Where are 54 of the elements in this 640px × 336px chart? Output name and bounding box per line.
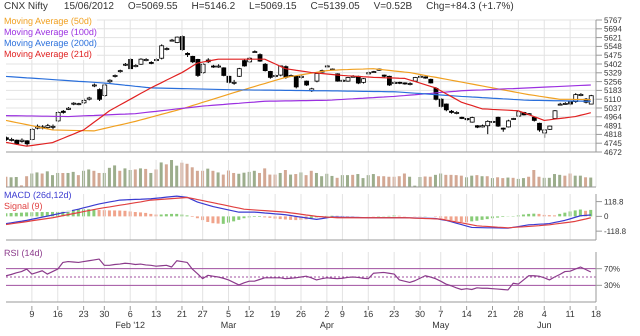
text: Moving Average (21d)	[4, 49, 93, 60]
x-tick-label: 9	[340, 309, 345, 319]
y-tick-label: 4818	[604, 130, 622, 140]
y-tick-label: 5110	[604, 95, 622, 104]
y-tick-label: -118.8	[604, 226, 627, 236]
x-tick-label: 21	[487, 309, 498, 319]
y-tick-label: 4672	[604, 148, 622, 157]
y-tick-label: 5256	[604, 77, 622, 86]
x-tick-label: 4 Jun	[536, 309, 552, 330]
x-tick-label: 6 Feb '12	[115, 309, 146, 330]
y-tick-label: 30%	[604, 281, 620, 290]
series-label: Signal (9)	[4, 201, 44, 212]
x-tick-label: 28	[513, 309, 524, 319]
y-tick-label: 5548	[604, 42, 622, 52]
y-tick-label: 5621	[604, 33, 622, 42]
x-tick-label: 18	[590, 309, 602, 319]
y-tick-label: 5475	[604, 51, 622, 60]
x-tick-label: 14	[462, 309, 472, 319]
series-label: RSI (14d)	[4, 248, 43, 259]
x-tick-label: 9	[29, 309, 34, 319]
x-tick-label: 12	[244, 309, 254, 319]
x-tick-label: 16	[363, 309, 374, 319]
y-tick-label: 5767	[604, 16, 622, 25]
y-tick-label: 4891	[604, 121, 622, 130]
y-tick-label: 4745	[604, 139, 622, 148]
x-tick-label: 26	[296, 309, 306, 319]
text: Moving Average (100d)	[4, 27, 97, 38]
x-tick-label: 21	[176, 309, 187, 319]
chart-subtitle: 15/06/2012 O=5069.55 H=5146.2 L=5069.15 C=5139.05 V=0.52B Chg=+84.3 (+1.7%)	[64, 1, 514, 12]
x-tick-label: 16	[52, 309, 63, 319]
x-tick-label: 11	[565, 309, 575, 319]
x-tick-label: 5 Mar	[220, 309, 236, 330]
x-tick-label: 2 Apr	[320, 309, 334, 330]
y-tick-label: 5694	[604, 24, 622, 34]
series-label: MACD (26d,12d)	[4, 190, 72, 201]
x-tick-label: 30	[99, 309, 110, 319]
text: Moving Average (50d)	[4, 16, 93, 27]
text: Moving Average (200d)	[4, 38, 97, 49]
chart-title: CNX Nifty	[4, 1, 48, 12]
y-tick-label: 5402	[604, 60, 622, 69]
x-tick-label: 13	[151, 309, 162, 319]
x-tick-label: 27	[198, 309, 208, 319]
x-tick-label: 23	[389, 309, 400, 319]
y-tick-label: 118.8	[604, 197, 624, 206]
y-tick-label: 5183	[604, 86, 622, 96]
y-tick-label: 70%	[604, 264, 620, 274]
y-tick-label: 5037	[604, 104, 622, 113]
y-tick-label: 4964	[604, 112, 622, 122]
x-tick-label: 19	[270, 309, 280, 319]
x-tick-label: 23	[78, 309, 89, 319]
y-tick-label: 0	[604, 212, 609, 222]
y-tick-label: 5329	[604, 68, 622, 78]
x-tick-label: 30	[415, 309, 426, 319]
x-tick-label: 7 May	[432, 309, 450, 330]
